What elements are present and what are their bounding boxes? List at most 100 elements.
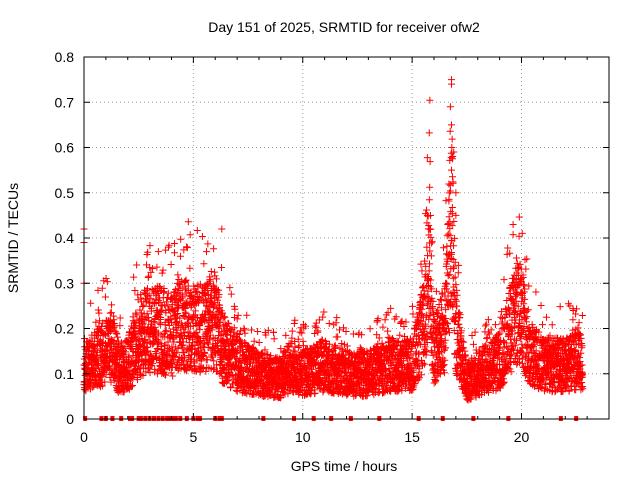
data-point	[127, 383, 135, 391]
data-point	[192, 288, 200, 296]
data-point	[381, 316, 389, 324]
data-point	[522, 265, 530, 273]
data-point	[149, 264, 157, 272]
data-point	[282, 331, 290, 339]
data-point	[144, 365, 152, 373]
data-point	[210, 245, 218, 253]
data-point	[258, 349, 266, 357]
data-point	[234, 311, 242, 319]
data-point	[294, 335, 302, 343]
data-point	[193, 227, 201, 235]
data-point	[232, 348, 240, 356]
data-point	[427, 252, 435, 260]
data-point	[176, 287, 184, 295]
data-point	[225, 372, 233, 380]
data-point	[280, 385, 288, 393]
data-point	[186, 264, 194, 272]
data-point	[170, 335, 178, 343]
data-point	[171, 353, 179, 361]
data-point	[243, 311, 251, 319]
data-point	[144, 248, 152, 256]
data-point	[285, 370, 293, 378]
data-point	[174, 310, 182, 318]
data-point	[140, 316, 148, 324]
data-point	[98, 284, 106, 292]
data-point	[203, 356, 211, 364]
data-point	[210, 357, 218, 365]
data-point	[240, 326, 248, 334]
data-point	[92, 318, 100, 326]
data-point	[191, 307, 199, 315]
data-point	[227, 371, 235, 379]
data-point	[231, 305, 239, 313]
data-point	[98, 382, 106, 390]
data-point	[233, 350, 241, 358]
data-point	[151, 323, 159, 331]
data-point	[373, 317, 381, 325]
data-point	[169, 372, 177, 380]
data-point	[139, 319, 147, 327]
data-point	[131, 318, 139, 326]
data-point	[517, 348, 525, 356]
data-point	[312, 319, 320, 327]
data-point	[521, 256, 529, 264]
data-points	[80, 76, 587, 404]
data-point	[445, 195, 453, 203]
data-point	[190, 330, 198, 338]
data-point	[177, 330, 185, 338]
data-point	[216, 319, 224, 327]
data-point	[154, 289, 162, 297]
data-point	[182, 276, 190, 284]
data-point	[224, 377, 232, 385]
data-point	[523, 255, 531, 263]
data-point	[128, 382, 136, 390]
data-point	[219, 322, 227, 330]
data-point	[197, 295, 205, 303]
data-point	[199, 343, 207, 351]
data-point	[175, 295, 183, 303]
data-point	[102, 371, 110, 379]
data-point	[119, 351, 127, 359]
data-point	[143, 310, 151, 318]
data-point	[173, 326, 181, 334]
data-point	[102, 275, 110, 283]
data-point	[131, 287, 139, 295]
data-point	[262, 331, 270, 339]
data-point	[250, 337, 258, 345]
data-point	[255, 338, 263, 346]
data-point	[174, 271, 182, 279]
data-point	[155, 319, 163, 327]
data-point	[174, 366, 182, 374]
data-point	[294, 344, 302, 352]
data-point	[291, 343, 299, 351]
data-point	[108, 301, 116, 309]
data-point	[509, 231, 517, 239]
data-point	[136, 306, 144, 314]
data-point	[95, 309, 103, 317]
data-point	[226, 284, 234, 292]
data-point	[185, 332, 193, 340]
data-point	[117, 339, 125, 347]
data-point	[116, 322, 124, 330]
data-point	[170, 249, 178, 257]
data-point	[125, 352, 133, 360]
data-point	[409, 310, 417, 318]
data-point	[230, 324, 238, 332]
data-point	[454, 269, 462, 277]
data-point	[556, 303, 564, 311]
data-point	[193, 287, 201, 295]
data-point	[134, 335, 142, 343]
data-point	[176, 252, 184, 260]
data-point	[446, 127, 454, 135]
data-point	[133, 311, 141, 319]
data-point	[445, 189, 453, 197]
data-point	[224, 376, 232, 384]
data-point	[222, 330, 230, 338]
data-point	[143, 343, 151, 351]
data-point	[209, 353, 217, 361]
data-point	[418, 267, 426, 275]
data-point	[448, 173, 456, 181]
data-point	[445, 213, 453, 221]
